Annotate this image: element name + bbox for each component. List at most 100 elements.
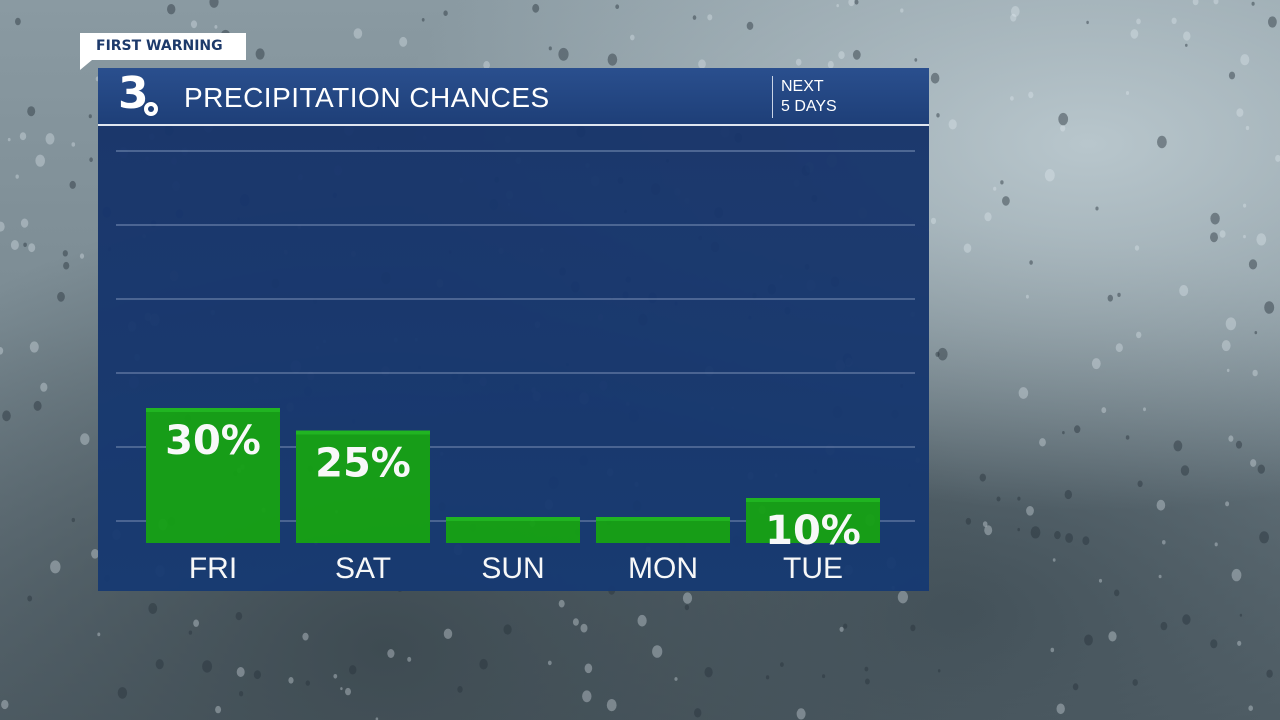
rain-drop: [387, 649, 395, 658]
rain-drop: [71, 142, 76, 147]
rain-drop: [558, 599, 565, 608]
rain-drop: [839, 626, 844, 632]
rain-drop: [1130, 29, 1139, 39]
forecast-range: NEXT 5 DAYS: [781, 77, 837, 117]
rain-drop: [1213, 0, 1219, 5]
rain-drop: [1060, 125, 1066, 132]
badge-tail: [80, 60, 92, 70]
rain-drop: [1239, 613, 1243, 617]
rain-drop: [984, 525, 993, 536]
rain-drop: [1029, 260, 1033, 265]
day-label-sat: SAT: [335, 552, 391, 585]
rain-drop: [897, 590, 909, 604]
rain-drop: [1050, 647, 1055, 653]
rain-drop: [914, 58, 918, 62]
rain-drop: [682, 592, 693, 604]
rain-drop: [69, 180, 76, 189]
rain-drop: [637, 614, 647, 627]
rain-drop: [572, 618, 579, 626]
rain-drop: [1254, 331, 1258, 335]
rain-drop: [848, 0, 855, 7]
rain-drop: [193, 619, 200, 627]
rain-drop: [1108, 631, 1117, 642]
rain-drop: [29, 341, 39, 353]
rain-drop: [1231, 568, 1242, 582]
rain-drop: [979, 473, 986, 482]
rain-drop: [606, 699, 617, 712]
rain-drop: [62, 250, 68, 257]
rain-drop: [1137, 480, 1143, 488]
rain-drop: [148, 603, 158, 614]
rain-drop: [167, 4, 176, 15]
station-logo: 3: [118, 68, 162, 120]
day-label-fri: FRI: [189, 552, 237, 585]
rain-drop: [1044, 169, 1055, 182]
rain-drop: [23, 242, 27, 247]
rain-drop: [935, 351, 940, 357]
rain-drop: [399, 36, 408, 47]
rain-drop: [457, 686, 463, 693]
value-label-sat: 25%: [315, 441, 411, 487]
rain-drop: [694, 708, 702, 718]
rain-drop: [15, 17, 21, 26]
rain-drop: [948, 119, 957, 130]
day-label-sun: SUN: [481, 552, 544, 585]
rain-drop: [345, 687, 351, 696]
rain-drop: [27, 106, 36, 117]
rain-drop: [20, 218, 29, 228]
rain-drop: [483, 61, 490, 70]
rain-drop: [302, 632, 309, 641]
rain-drop: [33, 400, 42, 411]
rain-drop: [930, 72, 940, 84]
rain-drop: [1086, 20, 1089, 25]
rain-drop: [35, 154, 45, 167]
rain-drop: [1136, 18, 1141, 25]
cbs-eye-icon: [142, 100, 160, 118]
rain-drop: [305, 680, 310, 686]
rain-drop: [1025, 294, 1029, 299]
rain-drop: [255, 48, 265, 60]
rain-drop: [1030, 526, 1041, 539]
rain-drop: [190, 20, 198, 29]
rain-drop: [1162, 540, 1166, 545]
rain-drop: [864, 666, 869, 672]
rain-drop: [796, 708, 806, 720]
rain-drop: [443, 628, 453, 639]
rain-drop: [1210, 232, 1218, 243]
rain-drop: [852, 49, 861, 60]
rain-drop: [97, 632, 101, 637]
rain-drop: [45, 133, 55, 145]
rain-drop: [937, 347, 948, 361]
rain-drop: [57, 291, 65, 302]
rain-drop: [91, 549, 99, 559]
rain-drop: [1266, 669, 1273, 678]
rain-drop: [984, 212, 992, 222]
rain-drop: [1240, 54, 1250, 66]
rain-drop: [235, 612, 243, 621]
rain-drop: [843, 623, 848, 629]
rain-drop: [1062, 431, 1065, 435]
rain-drop: [558, 47, 569, 61]
rain-drop: [1125, 435, 1130, 440]
rain-drop: [582, 690, 592, 703]
bar-sun: [446, 517, 580, 543]
rain-drop: [532, 3, 540, 13]
rain-drop: [1228, 435, 1234, 442]
value-label-tue: 10%: [765, 508, 861, 554]
chart-title: PRECIPITATION CHANCES: [184, 82, 550, 113]
rain-drop: [375, 717, 379, 720]
rain-drop: [1243, 234, 1246, 239]
rain-drop: [27, 595, 33, 602]
rain-drop: [1018, 387, 1029, 399]
rain-drop: [1101, 407, 1107, 414]
rain-drop: [10, 240, 19, 250]
value-label-fri: 30%: [165, 418, 261, 464]
rain-drop: [1002, 196, 1010, 206]
rain-drop: [1226, 368, 1230, 373]
rain-drop: [746, 21, 754, 30]
rain-drop: [982, 521, 988, 527]
rain-drop: [1082, 536, 1090, 546]
rain-drop: [836, 4, 839, 8]
rain-drop: [1010, 13, 1017, 22]
rain-drop: [288, 677, 294, 684]
